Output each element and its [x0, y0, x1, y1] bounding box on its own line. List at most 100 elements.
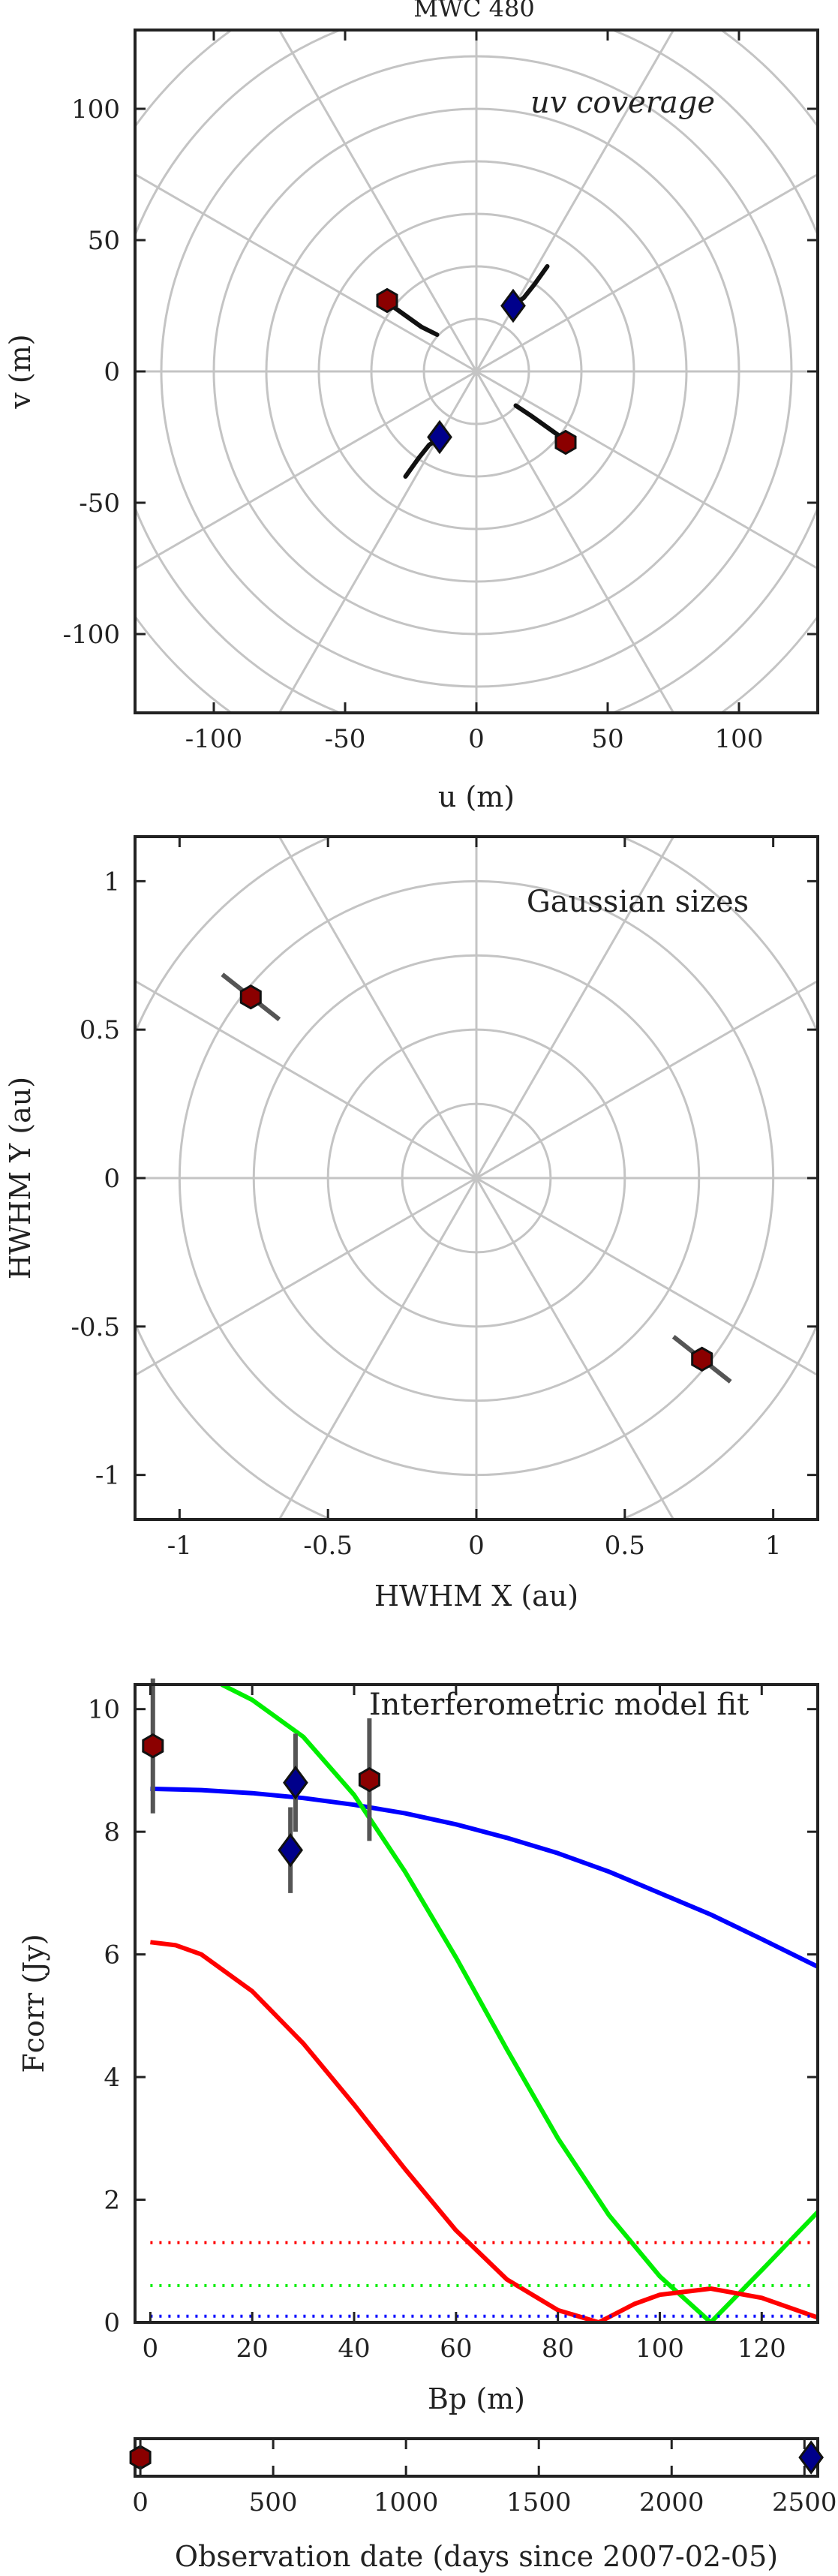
y-axis-label: HWHM Y (au): [4, 1077, 37, 1279]
y-tick-label: -100: [63, 620, 120, 650]
polar-grid: [135, 30, 818, 713]
x-tick-label: 1: [765, 1531, 782, 1561]
plot-frame: [134, 2437, 819, 2478]
x-tick-label: 2000: [639, 2487, 704, 2517]
grid-spoke: [278, 1177, 478, 1519]
date-data: [129, 2440, 824, 2475]
x-tick-label: 60: [440, 2334, 472, 2364]
uv-data: [376, 264, 577, 479]
model-curve: [150, 1786, 818, 1969]
y-tick-label: -0.5: [71, 1312, 120, 1342]
hexagon-marker: [129, 2445, 152, 2470]
x-tick-label: 0.5: [605, 1531, 645, 1561]
y-tick-label: 2: [104, 2186, 120, 2216]
x-axis-label: HWHM X (au): [374, 1580, 578, 1613]
diamond-marker: [500, 288, 526, 323]
model-curve: [221, 1685, 818, 2322]
y-tick-label: 0: [104, 1164, 120, 1194]
x-tick-label: 0: [132, 2487, 149, 2517]
uv-coverage-panel: MWC 480 -100 -50 0 50 100 -100 -50 0 50 100 uv co…: [4, 0, 819, 813]
x-axis-label: Bp (m): [428, 2382, 525, 2415]
x-tick-label: 100: [715, 724, 764, 754]
diamond-marker: [427, 419, 452, 455]
model-fit-data: [142, 1678, 818, 2322]
grid-spoke: [476, 370, 818, 570]
grid-spoke: [475, 1177, 675, 1519]
hexagon-marker: [376, 287, 398, 314]
grid-spoke: [135, 370, 477, 570]
model-fit-panel: 0 20 40 60 80 100 120 0 2 4 6 8 10 Interferometric m…: [17, 1678, 819, 2415]
x-tick-label: -50: [325, 724, 366, 754]
model-lines: [150, 1685, 818, 2322]
grid-spoke: [278, 837, 478, 1179]
x-tick-label: 0: [468, 1531, 485, 1561]
grid-spoke: [476, 173, 818, 373]
grid-spoke: [475, 837, 675, 1179]
x-tick-label: 500: [249, 2487, 298, 2517]
grid-spoke: [475, 371, 675, 713]
axis-ticks: -100 -50 0 50 100 -100 -50 0 50 100: [63, 30, 818, 754]
y-tick-label: 8: [104, 1817, 120, 1847]
x-tick-label: 40: [338, 2334, 370, 2364]
y-axis-label: v (m): [4, 334, 37, 409]
x-tick-label: 50: [591, 724, 623, 754]
chart-title: MWC 480: [413, 0, 534, 23]
x-tick-label: -1: [167, 1531, 192, 1561]
panel-annotation: Interferometric model fit: [369, 1688, 749, 1722]
hexagon-marker: [554, 429, 577, 455]
y-tick-label: 4: [104, 2063, 120, 2093]
diamond-marker: [278, 1832, 303, 1868]
grid-lines: [135, 837, 818, 1519]
x-tick-label: 0: [468, 724, 485, 754]
plot-frame: [134, 1683, 819, 2324]
diamond-marker: [283, 1765, 308, 1800]
y-tick-label: 100: [71, 95, 120, 125]
axis-ticks: -1 -0.5 0 0.5 1 -1 -0.5 0 0.5 1: [71, 837, 818, 1561]
x-tick-label: 1000: [374, 2487, 439, 2517]
axis-ticks: 0 500 1000 1500 2000 2500: [132, 2439, 837, 2517]
panel-annotation: uv coverage: [530, 86, 715, 120]
y-tick-label: 50: [88, 226, 120, 256]
grid-spoke: [135, 979, 477, 1180]
grid-spoke: [476, 1177, 818, 1377]
axis-ticks: 0 20 40 60 80 100 120 0 2 4 6 8 10: [88, 1685, 818, 2364]
grid-lines: [135, 30, 818, 713]
x-tick-label: -0.5: [303, 1531, 353, 1561]
y-axis-label: Fcorr (Jy): [17, 1934, 50, 2073]
y-tick-label: -50: [79, 488, 120, 519]
x-tick-label: 1500: [506, 2487, 572, 2517]
grid-spoke: [278, 30, 478, 372]
x-tick-label: -100: [185, 724, 242, 754]
y-tick-label: 10: [88, 1695, 120, 1725]
grid-ring: [135, 30, 818, 713]
polar-grid: [135, 837, 818, 1519]
grid-spoke: [476, 979, 818, 1180]
y-tick-label: 0.5: [80, 1015, 120, 1045]
gaussian-data: [221, 972, 732, 1384]
y-tick-label: 6: [104, 1940, 120, 1970]
y-tick-label: 1: [104, 867, 120, 897]
hexagon-marker: [142, 1733, 164, 1759]
model-curve: [150, 1940, 818, 2322]
y-tick-label: -1: [95, 1461, 120, 1491]
x-tick-label: 2500: [772, 2487, 837, 2517]
observation-date-panel: 0 500 1000 1500 2000 2500 Observation date (d…: [129, 2437, 837, 2573]
panel-annotation: Gaussian sizes: [527, 885, 749, 919]
hexagon-marker: [358, 1766, 380, 1793]
hexagon-marker: [691, 1346, 713, 1372]
x-axis-label: u (m): [438, 780, 515, 813]
x-tick-label: 0: [143, 2334, 159, 2364]
y-tick-label: 0: [104, 2308, 120, 2338]
y-tick-label: 0: [104, 357, 120, 387]
grid-spoke: [135, 173, 477, 373]
x-tick-label: 20: [236, 2334, 269, 2364]
x-tick-label: 120: [737, 2334, 786, 2364]
x-tick-label: 80: [542, 2334, 574, 2364]
gaussian-sizes-panel: -1 -0.5 0 0.5 1 -1 -0.5 0 0.5 1 Gaussian sizes HW…: [4, 835, 819, 1613]
grid-spoke: [135, 1177, 477, 1377]
x-tick-label: 100: [635, 2334, 684, 2364]
hexagon-marker: [239, 984, 262, 1010]
x-axis-label: Observation date (days since 2007-02-05): [175, 2540, 778, 2573]
diamond-marker: [798, 2440, 824, 2475]
